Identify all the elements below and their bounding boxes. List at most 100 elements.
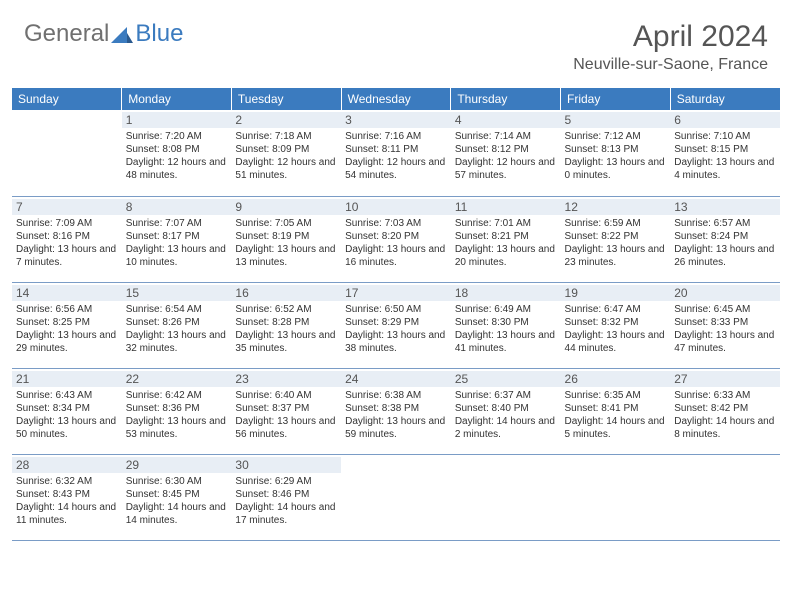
sunset-text: Sunset: 8:46 PM <box>235 488 337 501</box>
daylight-text: Daylight: 13 hours and 59 minutes. <box>345 415 447 441</box>
calendar-day-cell <box>12 110 122 196</box>
calendar-day-cell: 25Sunrise: 6:37 AMSunset: 8:40 PMDayligh… <box>451 368 561 454</box>
calendar-day-cell: 14Sunrise: 6:56 AMSunset: 8:25 PMDayligh… <box>12 282 122 368</box>
calendar-day-cell <box>670 454 780 540</box>
day-number: 4 <box>451 112 561 128</box>
day-details: Sunrise: 7:18 AMSunset: 8:09 PMDaylight:… <box>235 130 337 182</box>
sunset-text: Sunset: 8:30 PM <box>455 316 557 329</box>
sunrise-text: Sunrise: 7:20 AM <box>126 130 228 143</box>
sunset-text: Sunset: 8:24 PM <box>674 230 776 243</box>
daylight-text: Daylight: 13 hours and 13 minutes. <box>235 243 337 269</box>
sunset-text: Sunset: 8:28 PM <box>235 316 337 329</box>
day-details: Sunrise: 7:09 AMSunset: 8:16 PMDaylight:… <box>16 217 118 269</box>
calendar-day-cell <box>561 454 671 540</box>
day-details: Sunrise: 6:29 AMSunset: 8:46 PMDaylight:… <box>235 475 337 527</box>
sunset-text: Sunset: 8:41 PM <box>565 402 667 415</box>
calendar-day-cell: 8Sunrise: 7:07 AMSunset: 8:17 PMDaylight… <box>122 196 232 282</box>
day-number: 19 <box>561 285 671 301</box>
sunrise-text: Sunrise: 7:18 AM <box>235 130 337 143</box>
sunrise-text: Sunrise: 6:37 AM <box>455 389 557 402</box>
day-number: 28 <box>12 457 122 473</box>
day-details: Sunrise: 6:50 AMSunset: 8:29 PMDaylight:… <box>345 303 447 355</box>
day-details: Sunrise: 6:33 AMSunset: 8:42 PMDaylight:… <box>674 389 776 441</box>
daylight-text: Daylight: 14 hours and 5 minutes. <box>565 415 667 441</box>
daylight-text: Daylight: 13 hours and 23 minutes. <box>565 243 667 269</box>
day-number: 12 <box>561 199 671 215</box>
sunset-text: Sunset: 8:08 PM <box>126 143 228 156</box>
day-details: Sunrise: 6:54 AMSunset: 8:26 PMDaylight:… <box>126 303 228 355</box>
calendar-day-cell: 2 Sunrise: 7:18 AMSunset: 8:09 PMDaylight… <box>231 110 341 196</box>
sunrise-text: Sunrise: 6:42 AM <box>126 389 228 402</box>
calendar-day-cell <box>341 454 451 540</box>
day-number: 20 <box>670 285 780 301</box>
calendar-day-cell: 24Sunrise: 6:38 AMSunset: 8:38 PMDayligh… <box>341 368 451 454</box>
calendar-day-cell: 3Sunrise: 7:16 AMSunset: 8:11 PMDaylight… <box>341 110 451 196</box>
sunset-text: Sunset: 8:43 PM <box>16 488 118 501</box>
calendar-day-cell: 4Sunrise: 7:14 AMSunset: 8:12 PMDaylight… <box>451 110 561 196</box>
day-number: 18 <box>451 285 561 301</box>
calendar-day-cell: 16Sunrise: 6:52 AMSunset: 8:28 PMDayligh… <box>231 282 341 368</box>
calendar-day-cell: 27Sunrise: 6:33 AMSunset: 8:42 PMDayligh… <box>670 368 780 454</box>
sunrise-text: Sunrise: 7:09 AM <box>16 217 118 230</box>
sunset-text: Sunset: 8:12 PM <box>455 143 557 156</box>
daylight-text: Daylight: 14 hours and 2 minutes. <box>455 415 557 441</box>
calendar-day-cell: 23Sunrise: 6:40 AMSunset: 8:37 PMDayligh… <box>231 368 341 454</box>
day-number: 14 <box>12 285 122 301</box>
day-number: 5 <box>561 112 671 128</box>
daylight-text: Daylight: 13 hours and 7 minutes. <box>16 243 118 269</box>
day-number: 8 <box>122 199 232 215</box>
sunset-text: Sunset: 8:42 PM <box>674 402 776 415</box>
day-number: 11 <box>451 199 561 215</box>
sunrise-text: Sunrise: 6:52 AM <box>235 303 337 316</box>
weekday-header: Monday <box>122 88 232 110</box>
daylight-text: Daylight: 13 hours and 35 minutes. <box>235 329 337 355</box>
day-number: 7 <box>12 199 122 215</box>
sunrise-text: Sunrise: 6:56 AM <box>16 303 118 316</box>
calendar-day-cell: 26 Sunrise: 6:35 AMSunset: 8:41 PMDayligh… <box>561 368 671 454</box>
calendar-day-cell: 5 Sunrise: 7:12 AMSunset: 8:13 PMDaylight… <box>561 110 671 196</box>
sunset-text: Sunset: 8:33 PM <box>674 316 776 329</box>
sunset-text: Sunset: 8:16 PM <box>16 230 118 243</box>
sunset-text: Sunset: 8:09 PM <box>235 143 337 156</box>
day-details: Sunrise: 6:30 AMSunset: 8:45 PMDaylight:… <box>126 475 228 527</box>
sunset-text: Sunset: 8:26 PM <box>126 316 228 329</box>
day-details: Sunrise: 6:42 AMSunset: 8:36 PMDaylight:… <box>126 389 228 441</box>
daylight-text: Daylight: 13 hours and 56 minutes. <box>235 415 337 441</box>
daylight-text: Daylight: 13 hours and 20 minutes. <box>455 243 557 269</box>
weekday-header: Tuesday <box>231 88 341 110</box>
month-title: April 2024 <box>573 20 768 54</box>
daylight-text: Daylight: 13 hours and 38 minutes. <box>345 329 447 355</box>
sunrise-text: Sunrise: 7:12 AM <box>565 130 667 143</box>
day-number: 30 <box>231 457 341 473</box>
sunrise-text: Sunrise: 6:45 AM <box>674 303 776 316</box>
weekday-header: Saturday <box>670 88 780 110</box>
day-details: Sunrise: 6:43 AMSunset: 8:34 PMDaylight:… <box>16 389 118 441</box>
sunset-text: Sunset: 8:29 PM <box>345 316 447 329</box>
title-block: April 2024 Neuville-sur-Saone, France <box>573 20 768 74</box>
sunrise-text: Sunrise: 7:16 AM <box>345 130 447 143</box>
daylight-text: Daylight: 13 hours and 50 minutes. <box>16 415 118 441</box>
sunset-text: Sunset: 8:32 PM <box>565 316 667 329</box>
day-number: 26 <box>561 371 671 387</box>
day-details: Sunrise: 7:01 AMSunset: 8:21 PMDaylight:… <box>455 217 557 269</box>
sunset-text: Sunset: 8:15 PM <box>674 143 776 156</box>
day-details: Sunrise: 6:49 AMSunset: 8:30 PMDaylight:… <box>455 303 557 355</box>
sunrise-text: Sunrise: 6:54 AM <box>126 303 228 316</box>
day-number: 24 <box>341 371 451 387</box>
sunset-text: Sunset: 8:25 PM <box>16 316 118 329</box>
day-number: 2 <box>231 112 341 128</box>
day-details: Sunrise: 6:59 AMSunset: 8:22 PMDaylight:… <box>565 217 667 269</box>
sunrise-text: Sunrise: 6:35 AM <box>565 389 667 402</box>
daylight-text: Daylight: 12 hours and 48 minutes. <box>126 156 228 182</box>
daylight-text: Daylight: 13 hours and 44 minutes. <box>565 329 667 355</box>
sunrise-text: Sunrise: 7:03 AM <box>345 217 447 230</box>
calendar-day-cell: 6Sunrise: 7:10 AMSunset: 8:15 PMDaylight… <box>670 110 780 196</box>
sunset-text: Sunset: 8:21 PM <box>455 230 557 243</box>
location: Neuville-sur-Saone, France <box>573 56 768 74</box>
day-number: 9 <box>231 199 341 215</box>
day-details: Sunrise: 7:20 AMSunset: 8:08 PMDaylight:… <box>126 130 228 182</box>
day-details: Sunrise: 7:12 AMSunset: 8:13 PMDaylight:… <box>565 130 667 182</box>
calendar-day-cell: 29Sunrise: 6:30 AMSunset: 8:45 PMDayligh… <box>122 454 232 540</box>
calendar-week-row: 28Sunrise: 6:32 AMSunset: 8:43 PMDayligh… <box>12 454 780 540</box>
calendar-day-cell: 30 Sunrise: 6:29 AMSunset: 8:46 PMDayligh… <box>231 454 341 540</box>
